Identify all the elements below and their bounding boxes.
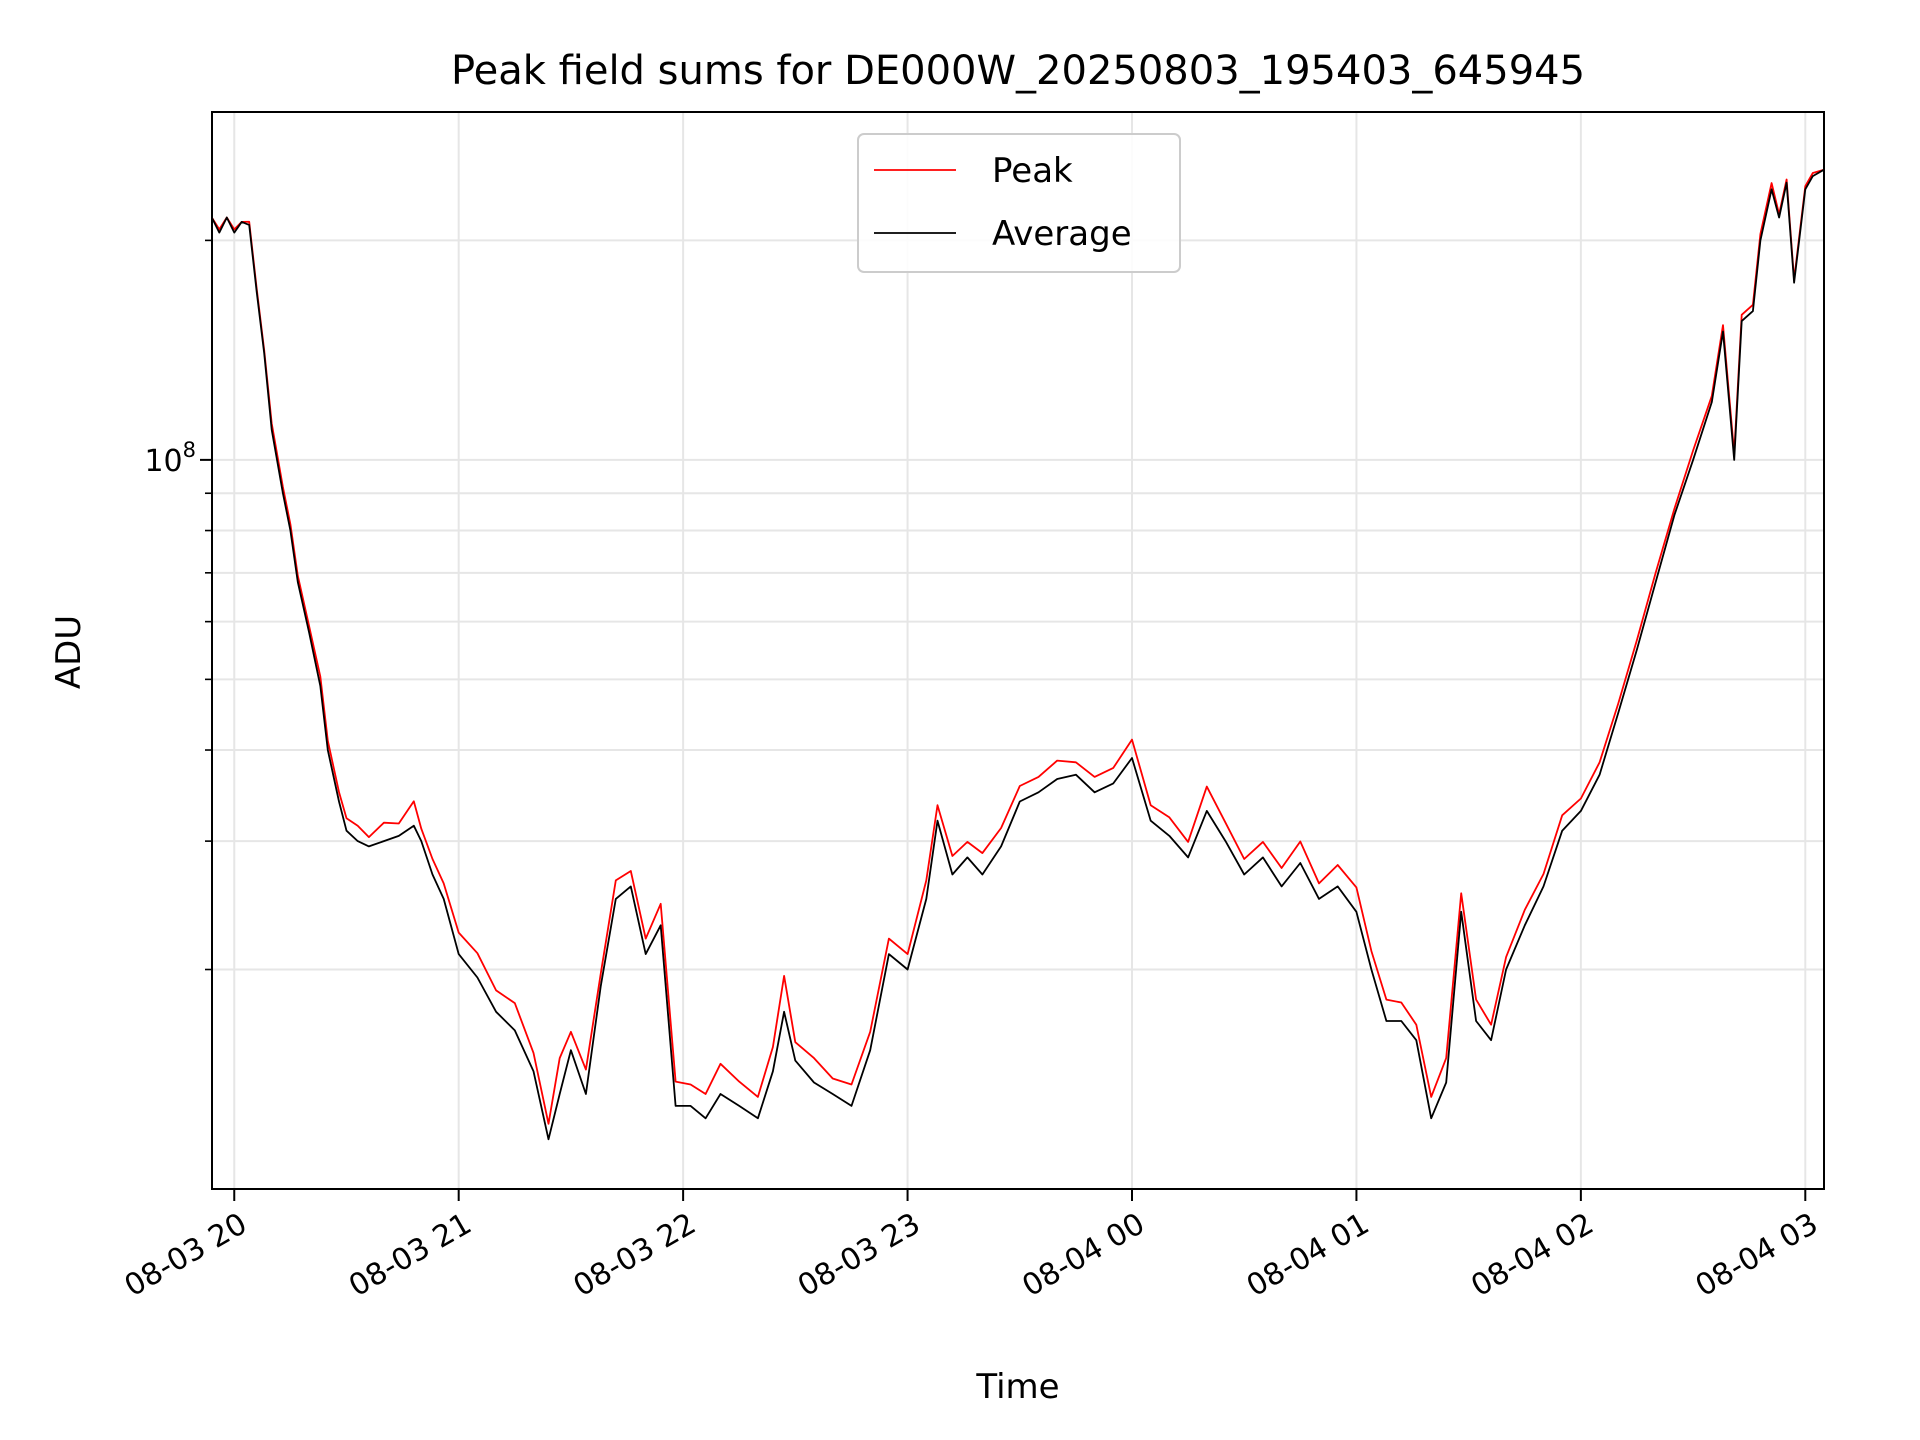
plot-frame (211, 111, 1825, 1190)
y-tick-label: 108 (144, 438, 196, 479)
grid-lines (212, 112, 1824, 1189)
legend-peak-label: Peak (992, 151, 1073, 191)
legend-average-label: Average (992, 214, 1132, 254)
legend-box (857, 133, 1181, 273)
series-lines (210, 168, 1825, 1141)
chart-title: Peak field sums for DE000W_20250803_1954… (451, 48, 1585, 94)
legend: Peak Average (857, 133, 1181, 273)
series-line-peak (211, 168, 1825, 1125)
x-axis-label: Time (975, 1367, 1059, 1407)
y-axis-label: ADU (49, 615, 89, 689)
series-line-average (210, 168, 1825, 1141)
